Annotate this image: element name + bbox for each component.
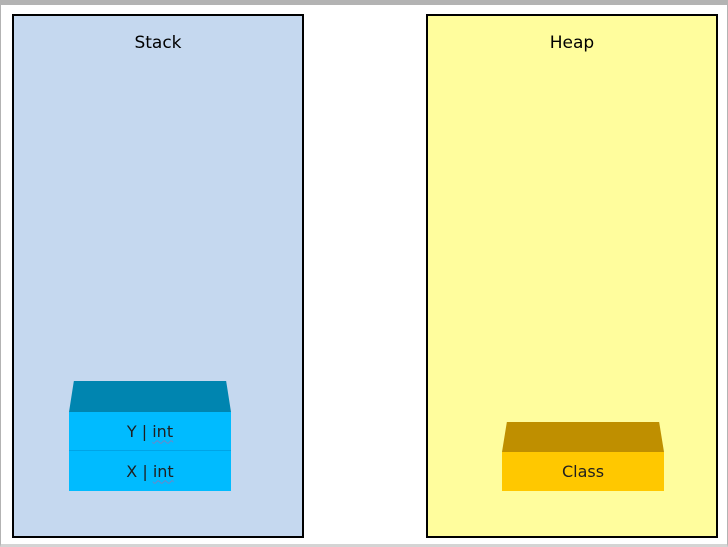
stack-block-x-separator: | (137, 461, 153, 481)
stack-block-x-type: int (152, 461, 174, 481)
stack-block-y-separator: | (136, 421, 153, 441)
stack-block-y-type: int (152, 421, 174, 441)
stack-block-y-name: Y (126, 421, 137, 441)
stack-block-x: X | int (69, 451, 231, 491)
stack-block-top (69, 381, 231, 412)
heap-title: Heap (549, 33, 595, 53)
heap-block-top (502, 422, 664, 452)
stack-block-x-name: X (126, 461, 138, 481)
heap-block-class: Class (502, 452, 664, 491)
heap-block-class-label: Class (561, 462, 605, 481)
stack-title: Stack (134, 33, 182, 53)
stack-block-y: Y | int (69, 412, 231, 451)
